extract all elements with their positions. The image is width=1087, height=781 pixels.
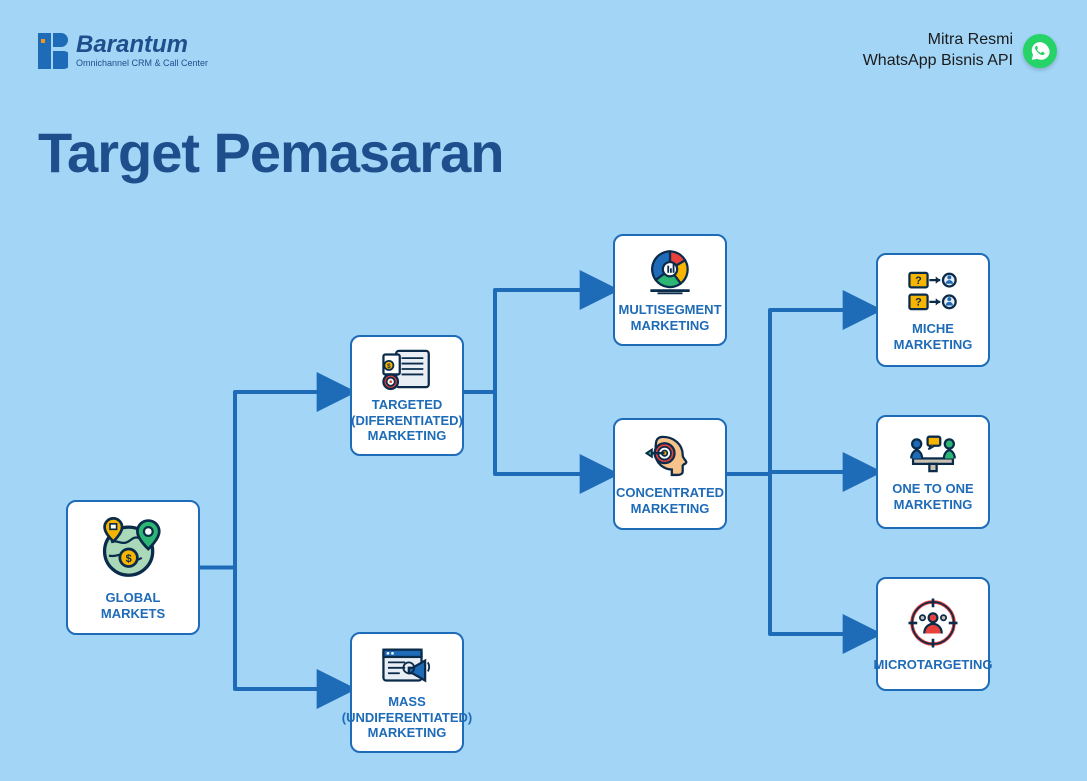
node-concentrated-marketing: CONCENTRATED MARKETING [613,418,727,530]
node-label: MULTISEGMENT MARKETING [618,302,721,333]
svg-text:$: $ [387,363,391,370]
node-label: TARGETED (DIFERENTIATED) MARKETING [351,397,463,444]
node-label: MICROTARGETING [874,657,993,673]
mass-icon [378,644,436,688]
svg-text:?: ? [915,275,922,287]
onetoone-icon [904,431,962,475]
node-global-markets: $ GLOBAL MARKETS [66,500,200,635]
node-niche-marketing: ? ? MICHE MARKETING [876,253,990,367]
microtarget-icon [905,595,961,651]
node-microtargeting: MICROTARGETING [876,577,990,691]
node-label: ONE TO ONE MARKETING [886,481,980,512]
node-one-to-one-marketing: ONE TO ONE MARKETING [876,415,990,529]
diagram-canvas: $ GLOBAL MARKETS $ [0,0,1087,781]
node-label: CONCENTRATED MARKETING [616,485,724,516]
head-target-icon [641,431,699,479]
node-targeted-marketing: $ TARGETED (DIFERENTIATED) MARKETING [350,335,464,456]
pie-icon [641,246,699,296]
node-label: MASS (UNDIFERENTIATED) MARKETING [342,694,472,741]
targeted-icon: $ [378,347,436,391]
svg-text:?: ? [915,297,922,309]
globe-markets-icon: $ [98,514,168,584]
node-mass-marketing: MASS (UNDIFERENTIATED) MARKETING [350,632,464,753]
node-multisegment-marketing: MULTISEGMENT MARKETING [613,234,727,346]
niche-icon: ? ? [904,267,962,315]
svg-text:$: $ [126,553,132,565]
node-label: GLOBAL MARKETS [76,590,190,621]
node-label: MICHE MARKETING [886,321,980,352]
